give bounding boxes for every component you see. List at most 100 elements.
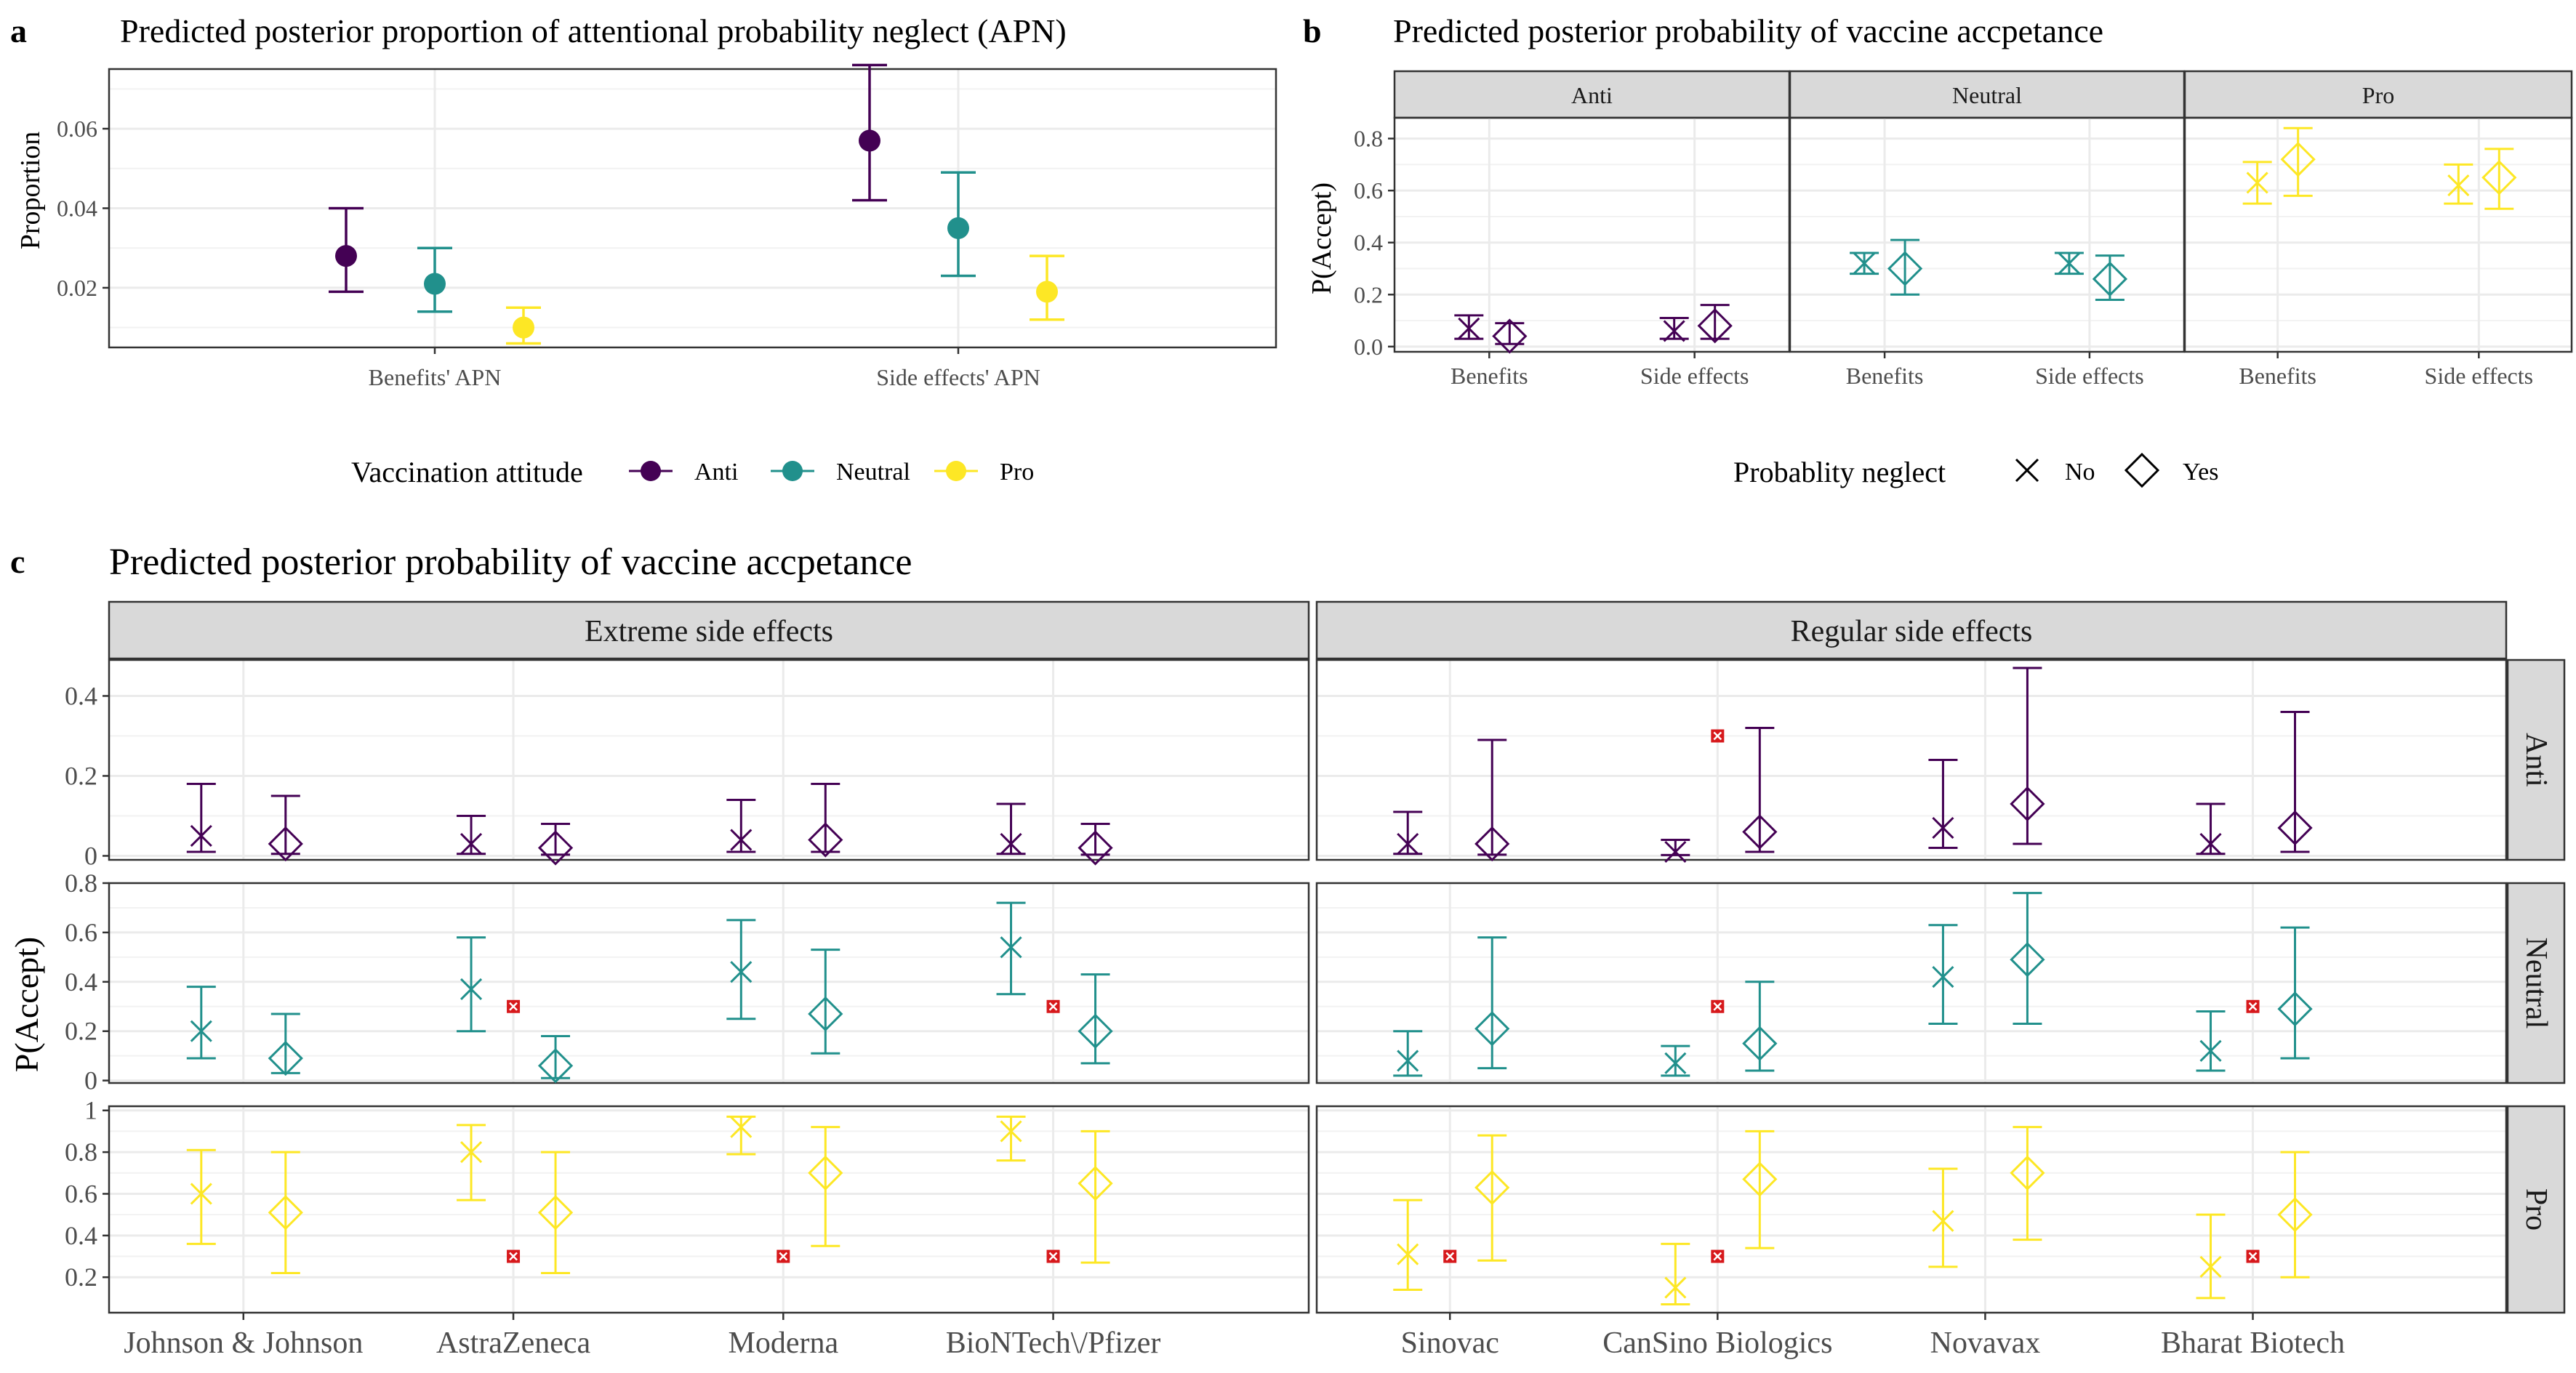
- point-yes: [2010, 786, 2045, 822]
- x-tick-label: Side effects: [2425, 363, 2534, 389]
- x-tick-label: Side effects: [2035, 363, 2144, 389]
- legend-b-title: Probablity neglect: [1733, 456, 1946, 488]
- point-yes: [2010, 1155, 2045, 1191]
- legend-label-yes: Yes: [2183, 459, 2218, 486]
- point-no: [1663, 320, 1685, 342]
- x-tick-label: Moderna: [728, 1326, 838, 1360]
- legend-label-no: No: [2065, 459, 2095, 486]
- point-yes: [1742, 814, 1778, 850]
- x-tick-label: Benefits: [1846, 363, 1924, 389]
- point-pro: [1036, 281, 1058, 303]
- row-strip: [2506, 659, 2566, 861]
- point-no: [2246, 172, 2268, 194]
- facet-strip-label-anti: Anti: [1571, 82, 1613, 108]
- point-anti: [859, 129, 880, 152]
- legend-label-pro: Pro: [1000, 459, 1034, 486]
- point-no: [190, 824, 212, 847]
- legend-probability-neglect: Probablity neglect No Yes: [1733, 452, 2218, 488]
- point-yes: [537, 1195, 574, 1231]
- panel-label-a: a: [10, 12, 27, 49]
- point-yes: [2092, 261, 2128, 297]
- y-tick-label: 0.4: [1354, 230, 1383, 256]
- point-no: [2199, 1255, 2222, 1278]
- col-strip-label: Extreme side effects: [585, 615, 833, 648]
- point-yes: [1078, 1166, 1113, 1201]
- point-no: [460, 832, 483, 855]
- legend-label-anti: Anti: [694, 459, 738, 486]
- x-tick-label: Side effects' APN: [876, 364, 1040, 390]
- legend-key-no: [2015, 458, 2039, 483]
- y-tick-label: 0: [84, 1066, 97, 1095]
- facet-strip-pro: [2183, 70, 2573, 119]
- row-strip: [2506, 882, 2566, 1084]
- x-tick-label: Benefits: [1450, 363, 1528, 389]
- point-yes: [808, 1155, 843, 1191]
- point-no: [2199, 832, 2222, 855]
- point-no: [1932, 965, 1954, 989]
- panel-label-c: c: [10, 543, 25, 580]
- point-yes: [1887, 251, 1923, 286]
- y-tick-label: 0.6: [65, 1179, 97, 1208]
- y-tick-label: 0.2: [1354, 281, 1383, 307]
- point-no: [190, 1020, 212, 1042]
- point-no: [460, 978, 483, 1001]
- red-marker-x: [509, 1002, 518, 1011]
- y-tick-label: 0.8: [65, 1138, 97, 1167]
- point-yes: [537, 1048, 574, 1084]
- point-no: [1000, 1120, 1022, 1143]
- row-strip-label: Anti: [2519, 733, 2553, 787]
- point-yes: [2277, 1197, 2313, 1233]
- point-no: [2199, 1039, 2222, 1062]
- point-yes: [1474, 1169, 1510, 1206]
- x-tick-label: CanSino Biologics: [1602, 1326, 1832, 1360]
- x-tick-label: AstraZeneca: [436, 1326, 591, 1360]
- y-tick-label: 0.04: [57, 196, 97, 222]
- red-marker-x: [2248, 1002, 2258, 1011]
- facet-border-anti: [1393, 116, 1791, 353]
- x-tick-label: BioNTech\/Pfizer: [946, 1326, 1161, 1360]
- red-marker-x: [1445, 1252, 1455, 1261]
- panel-c-ylabel: P(Accept): [8, 937, 45, 1072]
- y-tick-label: 0.2: [65, 762, 97, 791]
- x-tick-label: Johnson & Johnson: [124, 1326, 363, 1360]
- point-neutral: [947, 217, 969, 239]
- point-neutral: [424, 273, 446, 295]
- y-tick-label: 0.2: [65, 1263, 97, 1292]
- legend-key-point-pro: [946, 461, 966, 481]
- point-no: [2058, 252, 2080, 275]
- row-strip: [2506, 1105, 2566, 1314]
- col-strip: [108, 600, 1310, 660]
- y-tick-label: 0.6: [1354, 177, 1383, 204]
- facet-border-neutral: [1789, 116, 2186, 353]
- point-no: [1664, 840, 1687, 863]
- y-tick-label: 0.0: [1354, 334, 1383, 360]
- red-marker-x: [1713, 731, 1722, 741]
- facet-border: [1315, 1105, 2508, 1314]
- panel-c-title: Predicted posterior probability of vacci…: [109, 541, 912, 583]
- point-no: [1397, 1050, 1419, 1072]
- x-tick-label: Bharat Biotech: [2161, 1326, 2345, 1360]
- point-no: [1397, 832, 1419, 855]
- legend-label-neutral: Neutral: [836, 459, 910, 486]
- row-strip-label: Neutral: [2519, 938, 2553, 1029]
- facet-strip-label-neutral: Neutral: [1952, 82, 2022, 108]
- point-anti: [335, 245, 357, 267]
- red-marker-x: [1048, 1252, 1058, 1261]
- y-tick-label: 0.8: [65, 869, 97, 898]
- point-yes: [1474, 826, 1510, 862]
- point-no: [1664, 1276, 1687, 1299]
- point-yes: [2280, 142, 2316, 177]
- point-yes: [1697, 308, 1733, 344]
- point-yes: [2277, 991, 2313, 1027]
- point-no: [2447, 174, 2470, 197]
- row-strip-label: Pro: [2519, 1188, 2553, 1231]
- panel-a-title: Predicted posterior proportion of attent…: [120, 12, 1067, 49]
- point-yes: [268, 1195, 303, 1231]
- point-no: [1932, 1209, 1954, 1232]
- y-tick-label: 0.06: [57, 116, 97, 142]
- facet-border: [1315, 882, 2508, 1084]
- red-marker-x: [509, 1252, 518, 1261]
- facet-border: [108, 1105, 1310, 1314]
- panel-label-b: b: [1303, 12, 1322, 49]
